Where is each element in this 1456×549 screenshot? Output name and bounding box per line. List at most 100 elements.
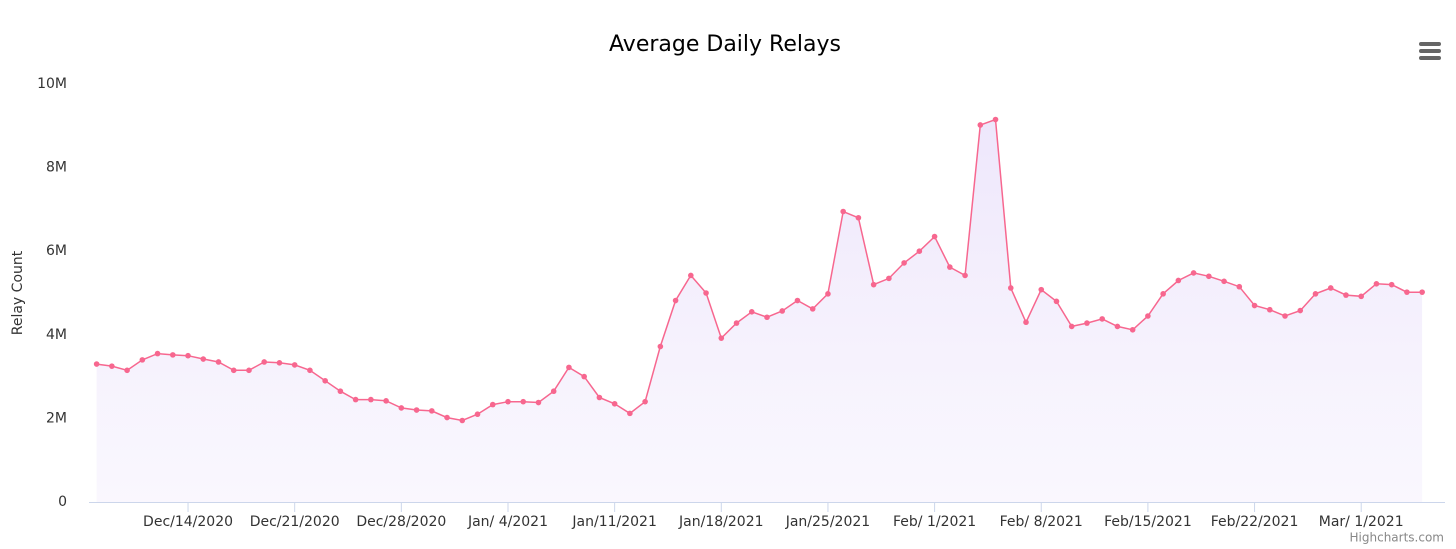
x-tick-label: Jan/18/2021 xyxy=(678,514,763,530)
data-point xyxy=(611,400,618,407)
x-tick-label: Feb/22/2021 xyxy=(1211,514,1299,530)
data-point xyxy=(779,308,786,314)
credits[interactable]: Highcharts.com xyxy=(1350,531,1444,545)
data-point xyxy=(1419,289,1425,295)
data-point xyxy=(1099,316,1105,322)
data-point xyxy=(215,359,222,365)
data-point xyxy=(1373,281,1380,287)
data-point xyxy=(459,417,466,424)
data-point xyxy=(109,363,115,369)
data-point xyxy=(1358,293,1365,300)
y-axis-label: Relay Count xyxy=(10,250,26,335)
data-point xyxy=(1160,291,1166,297)
data-point xyxy=(322,377,328,384)
data-point xyxy=(535,399,542,406)
data-point xyxy=(1312,291,1319,297)
chart-title: Average Daily Relays xyxy=(609,32,841,57)
data-point xyxy=(977,122,984,128)
data-point xyxy=(901,260,907,266)
data-point xyxy=(230,367,237,374)
data-point xyxy=(1251,302,1258,309)
data-point xyxy=(825,291,831,297)
data-point xyxy=(748,309,755,315)
data-point xyxy=(733,320,740,326)
data-point xyxy=(1084,320,1090,326)
data-point xyxy=(1206,273,1212,280)
data-point xyxy=(688,272,694,279)
data-point xyxy=(672,297,679,304)
data-point xyxy=(1129,326,1136,333)
data-point xyxy=(246,367,252,374)
data-point xyxy=(185,352,191,359)
data-point xyxy=(1145,313,1151,319)
x-tick-label: Feb/ 1/2021 xyxy=(893,514,976,530)
data-point xyxy=(855,214,862,221)
data-point xyxy=(398,405,405,411)
data-point xyxy=(1266,306,1273,313)
data-point xyxy=(1404,289,1410,295)
y-tick-label: 0 xyxy=(58,494,67,510)
data-point xyxy=(291,362,298,368)
data-point xyxy=(566,364,572,371)
data-point xyxy=(1175,277,1182,284)
data-point xyxy=(1327,285,1334,291)
data-point xyxy=(809,306,816,312)
data-point xyxy=(1038,286,1045,293)
data-point xyxy=(1343,292,1349,298)
data-point xyxy=(429,408,435,414)
data-point xyxy=(200,356,207,362)
x-tick-label: Feb/15/2021 xyxy=(1104,514,1192,530)
data-point xyxy=(474,411,481,418)
data-point xyxy=(93,361,100,367)
data-point xyxy=(1190,270,1197,276)
data-point xyxy=(657,343,664,350)
data-point xyxy=(947,264,953,270)
data-point xyxy=(337,388,344,395)
data-point xyxy=(581,373,587,380)
x-tick-label: Feb/ 8/2021 xyxy=(1000,514,1083,530)
x-tick-label: Jan/ 4/2021 xyxy=(467,514,548,530)
y-tick-label: 8M xyxy=(46,160,67,176)
data-point xyxy=(139,357,146,363)
data-point xyxy=(1297,307,1304,314)
data-point xyxy=(489,401,496,408)
series-line xyxy=(96,118,1423,422)
data-point xyxy=(596,394,603,401)
data-point xyxy=(703,290,709,296)
x-tick-label: Dec/21/2020 xyxy=(250,514,340,530)
data-point xyxy=(1282,313,1288,319)
menu-button[interactable] xyxy=(1419,42,1441,60)
data-point xyxy=(520,398,527,405)
data-point xyxy=(1388,281,1395,288)
data-point xyxy=(1068,323,1075,330)
data-point xyxy=(307,367,313,374)
y-tick-label: 10M xyxy=(37,76,67,92)
data-point xyxy=(627,410,633,417)
data-point xyxy=(794,297,801,304)
data-point xyxy=(444,414,450,421)
data-point xyxy=(886,275,892,282)
y-tick-label: 6M xyxy=(46,243,67,259)
data-point xyxy=(261,359,268,365)
x-tick-label: Dec/28/2020 xyxy=(356,514,446,530)
data-point xyxy=(383,398,389,404)
data-point xyxy=(642,398,648,405)
x-tick-label: Jan/25/2021 xyxy=(785,514,870,530)
data-point xyxy=(840,208,846,215)
data-point xyxy=(550,388,557,395)
data-point xyxy=(870,281,877,288)
data-point xyxy=(1053,298,1060,305)
x-tick-label: Jan/11/2021 xyxy=(571,514,656,530)
data-point xyxy=(1023,319,1029,326)
data-point xyxy=(1007,285,1014,291)
x-tick-label: Dec/14/2020 xyxy=(143,514,233,530)
data-point xyxy=(352,396,359,403)
area-fill xyxy=(96,119,1423,502)
x-tick-label: Mar/ 1/2021 xyxy=(1319,514,1404,530)
data-point xyxy=(154,350,161,357)
data-point xyxy=(505,398,511,405)
data-point xyxy=(124,367,130,374)
data-point xyxy=(916,248,923,254)
y-tick-label: 4M xyxy=(46,327,67,343)
data-point xyxy=(718,335,725,341)
